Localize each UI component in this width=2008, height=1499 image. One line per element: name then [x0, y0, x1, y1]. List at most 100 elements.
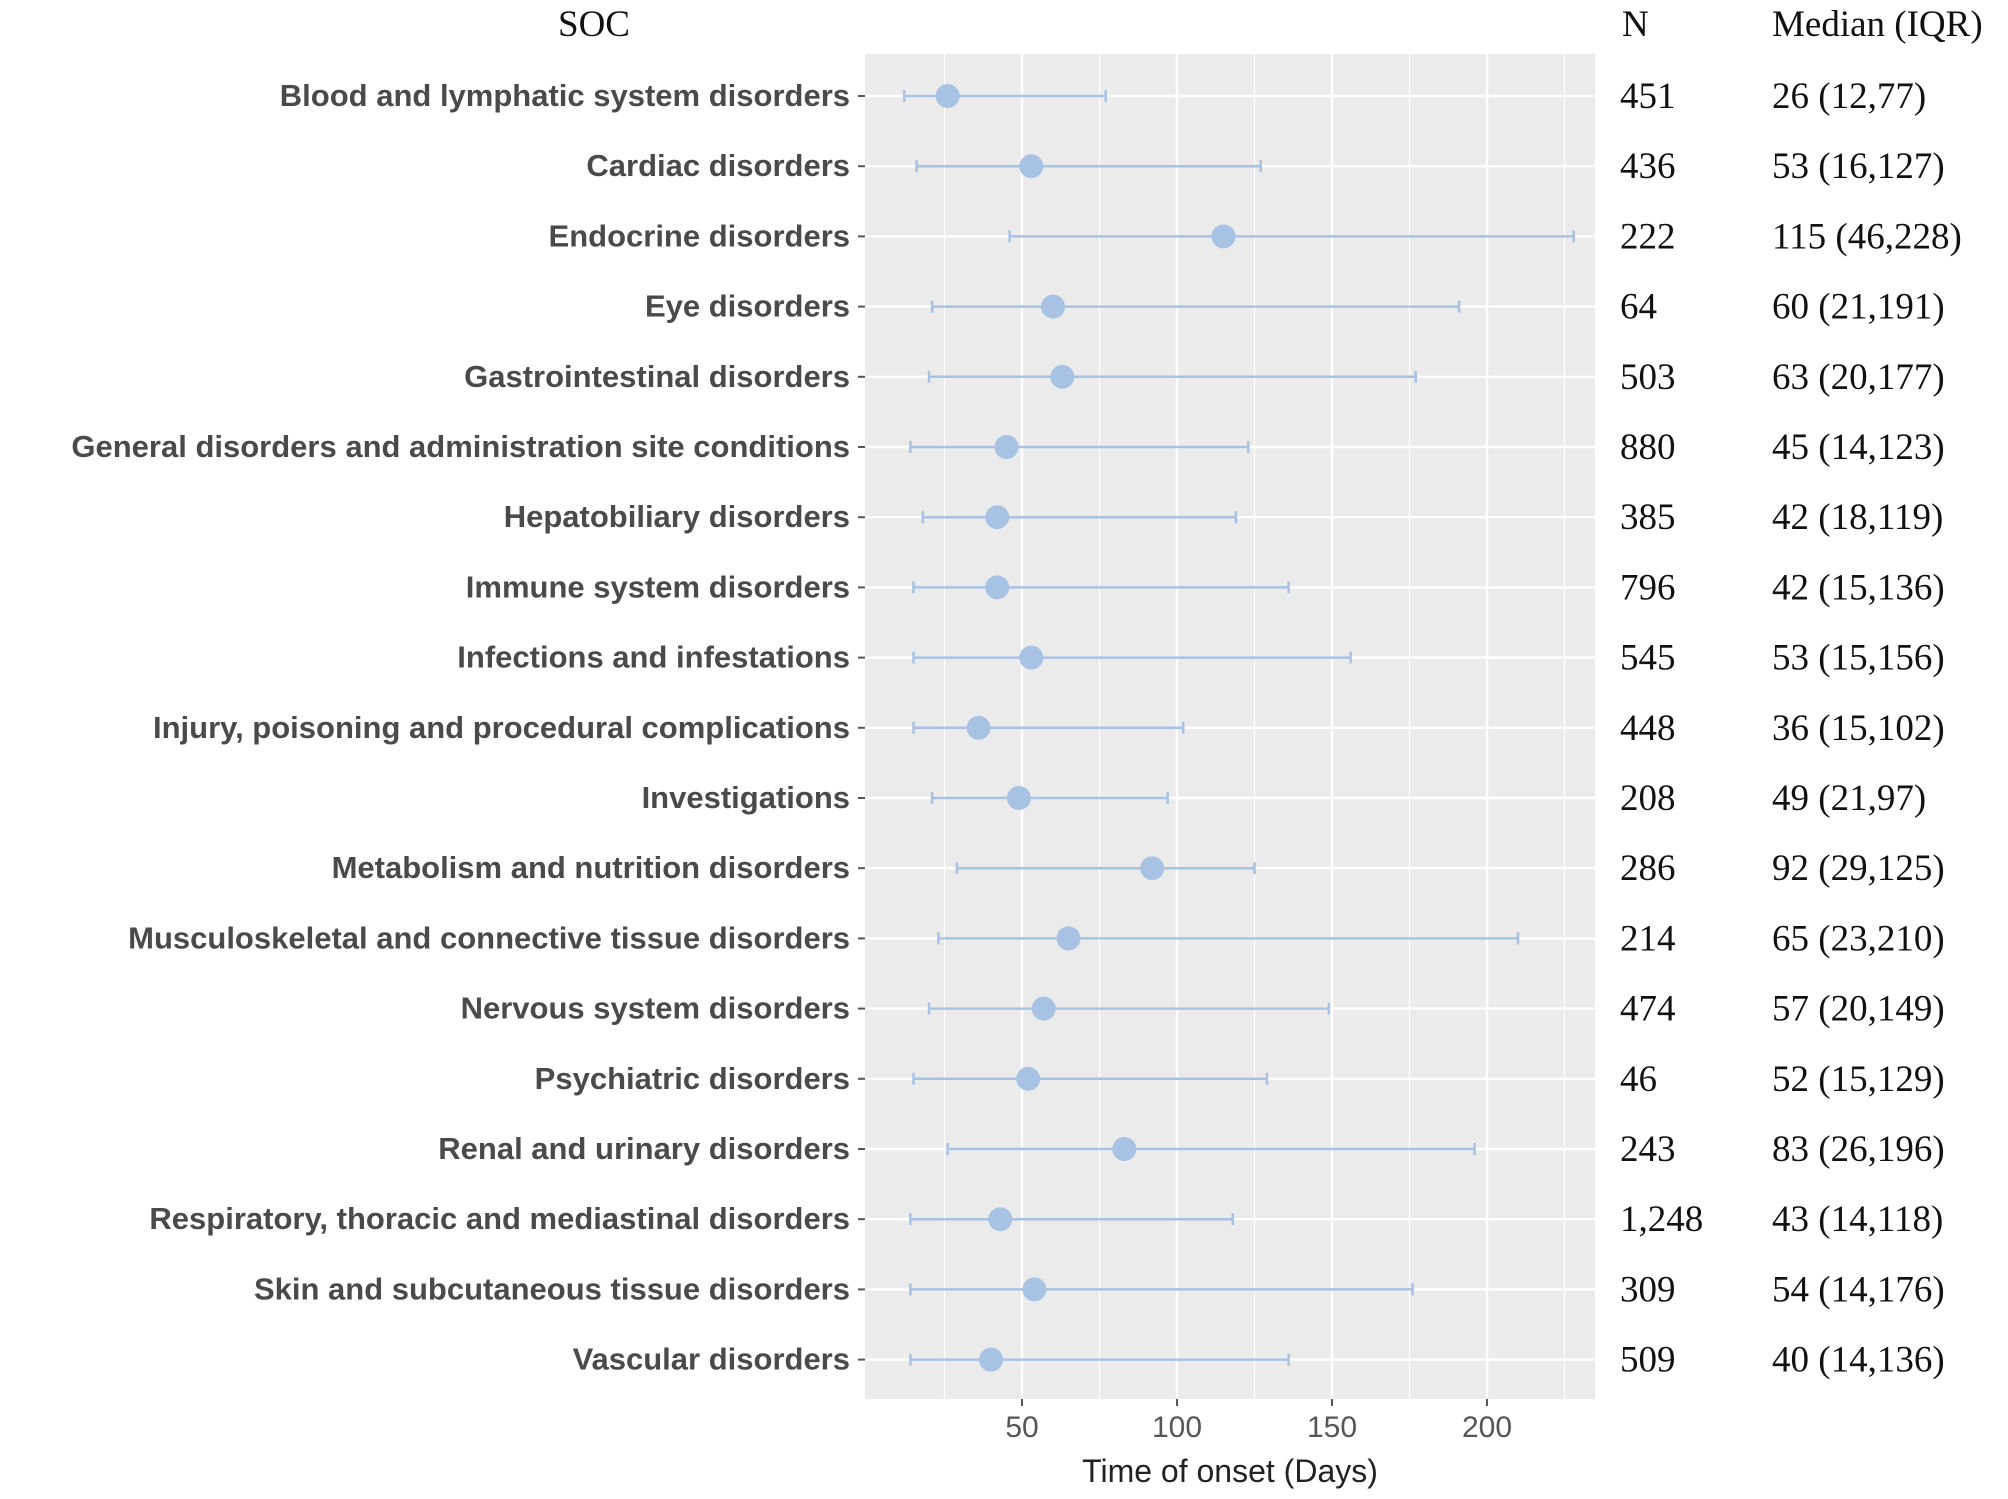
row-texts: Blood and lymphatic system disorders 451 2… — [71, 76, 1961, 1381]
soc-label: Metabolism and nutrition disorders — [332, 850, 850, 885]
errorbar-group — [909, 435, 1250, 459]
n-value: 451 — [1620, 76, 1676, 117]
n-value: 286 — [1620, 848, 1676, 889]
x-tick-label: 50 — [1005, 1411, 1038, 1444]
median-point — [979, 1347, 1003, 1372]
soc-label: Blood and lymphatic system disorders — [280, 78, 850, 113]
median-point — [1050, 364, 1075, 389]
n-value: 796 — [1620, 567, 1676, 608]
errorbar-group — [912, 575, 1290, 600]
errorbar-group — [915, 154, 1262, 179]
n-value: 436 — [1620, 146, 1676, 187]
n-value: 509 — [1620, 1340, 1676, 1381]
median-point — [1211, 224, 1236, 249]
median-point — [985, 505, 1010, 530]
soc-label: Renal and urinary disorders — [438, 1131, 850, 1166]
median-iqr-value: 65 (23,210) — [1772, 918, 1945, 959]
median-point — [988, 1207, 1013, 1232]
median-iqr-value: 115 (46,228) — [1772, 216, 1962, 257]
n-value: 208 — [1620, 778, 1676, 819]
soc-label: Gastrointestinal disorders — [464, 359, 850, 394]
header-median-iqr: Median (IQR) — [1772, 4, 1983, 45]
soc-label: Respiratory, thoracic and mediastinal di… — [149, 1201, 850, 1236]
soc-label: Infections and infestations — [457, 640, 850, 675]
median-iqr-value: 63 (20,177) — [1772, 357, 1945, 398]
n-value: 243 — [1620, 1129, 1676, 1170]
errorbar-group — [921, 505, 1238, 530]
x-tick-label: 100 — [1152, 1411, 1202, 1444]
median-point — [1056, 926, 1081, 951]
soc-label: Skin and subcutaneous tissue disorders — [254, 1271, 850, 1306]
median-iqr-value: 60 (21,191) — [1772, 287, 1945, 328]
soc-label: Endocrine disorders — [549, 218, 850, 253]
median-point — [985, 575, 1010, 600]
median-iqr-value: 42 (15,136) — [1772, 567, 1945, 608]
n-value: 64 — [1620, 287, 1657, 328]
n-value: 880 — [1620, 427, 1676, 468]
errorbar-group — [937, 926, 1520, 951]
n-value: 309 — [1620, 1269, 1676, 1310]
median-iqr-value: 53 (16,127) — [1772, 146, 1945, 187]
soc-label: Vascular disorders — [573, 1342, 850, 1377]
n-value: 448 — [1620, 708, 1676, 749]
soc-label: Injury, poisoning and procedural complic… — [153, 710, 850, 745]
median-point — [1140, 856, 1165, 881]
median-point — [1006, 786, 1031, 810]
header-n: N — [1622, 4, 1649, 45]
median-iqr-value: 36 (15,102) — [1772, 708, 1945, 749]
soc-label: Immune system disorders — [466, 569, 850, 604]
errorbar-group — [909, 1277, 1414, 1302]
median-point — [994, 435, 1019, 459]
median-iqr-value: 83 (26,196) — [1772, 1129, 1945, 1170]
n-value: 545 — [1620, 638, 1676, 679]
x-axis-ticks: 50 100 150 200 — [858, 95, 1512, 1444]
median-iqr-value: 52 (15,129) — [1772, 1059, 1945, 1100]
median-iqr-value: 92 (29,125) — [1772, 848, 1945, 889]
median-point — [935, 84, 960, 108]
soc-label: Investigations — [642, 780, 850, 815]
median-point — [1031, 996, 1056, 1021]
errorbar-group — [927, 364, 1417, 389]
errorbar-group — [912, 715, 1185, 740]
median-point — [1019, 154, 1044, 179]
median-iqr-value: 45 (14,123) — [1772, 427, 1945, 468]
errorbar-group — [909, 1347, 1290, 1372]
median-iqr-value: 40 (14,136) — [1772, 1340, 1945, 1381]
n-value: 214 — [1620, 918, 1676, 959]
median-point — [1022, 1277, 1047, 1302]
median-iqr-value: 43 (14,118) — [1772, 1199, 1943, 1240]
n-value: 385 — [1620, 497, 1676, 538]
errorbar-group — [909, 1207, 1235, 1232]
median-iqr-value: 26 (12,77) — [1772, 76, 1926, 117]
n-value: 222 — [1620, 216, 1676, 257]
errorbar-group — [930, 786, 1169, 810]
n-value: 474 — [1620, 989, 1676, 1030]
errorbar-group — [902, 84, 1107, 108]
header-soc: SOC — [558, 4, 630, 45]
median-point — [966, 715, 991, 740]
errorbar-group — [912, 645, 1352, 670]
median-point — [1112, 1137, 1137, 1161]
n-value: 503 — [1620, 357, 1676, 398]
median-iqr-value: 42 (18,119) — [1772, 497, 1943, 538]
soc-label: Musculoskeletal and connective tissue di… — [128, 920, 850, 955]
x-axis-title: Time of onset (Days) — [1082, 1453, 1378, 1489]
median-iqr-value: 57 (20,149) — [1772, 989, 1945, 1030]
errorbar-group — [930, 294, 1461, 319]
errorbar-group — [912, 1066, 1269, 1091]
x-tick-label: 200 — [1462, 1411, 1512, 1444]
errorbar-group — [946, 1137, 1476, 1161]
median-iqr-value: 54 (14,176) — [1772, 1269, 1945, 1310]
chart-marks — [902, 84, 1576, 1372]
median-point — [1016, 1066, 1041, 1091]
soc-label: Cardiac disorders — [586, 148, 850, 183]
soc-label: Hepatobiliary disorders — [504, 499, 850, 534]
n-value: 1,248 — [1620, 1199, 1703, 1240]
soc-label: General disorders and administration sit… — [71, 429, 850, 464]
soc-label: Psychiatric disorders — [535, 1061, 850, 1096]
errorbar-group — [955, 856, 1256, 881]
median-iqr-value: 53 (15,156) — [1772, 638, 1945, 679]
soc-label: Eye disorders — [645, 289, 850, 324]
x-tick-label: 150 — [1307, 1411, 1357, 1444]
